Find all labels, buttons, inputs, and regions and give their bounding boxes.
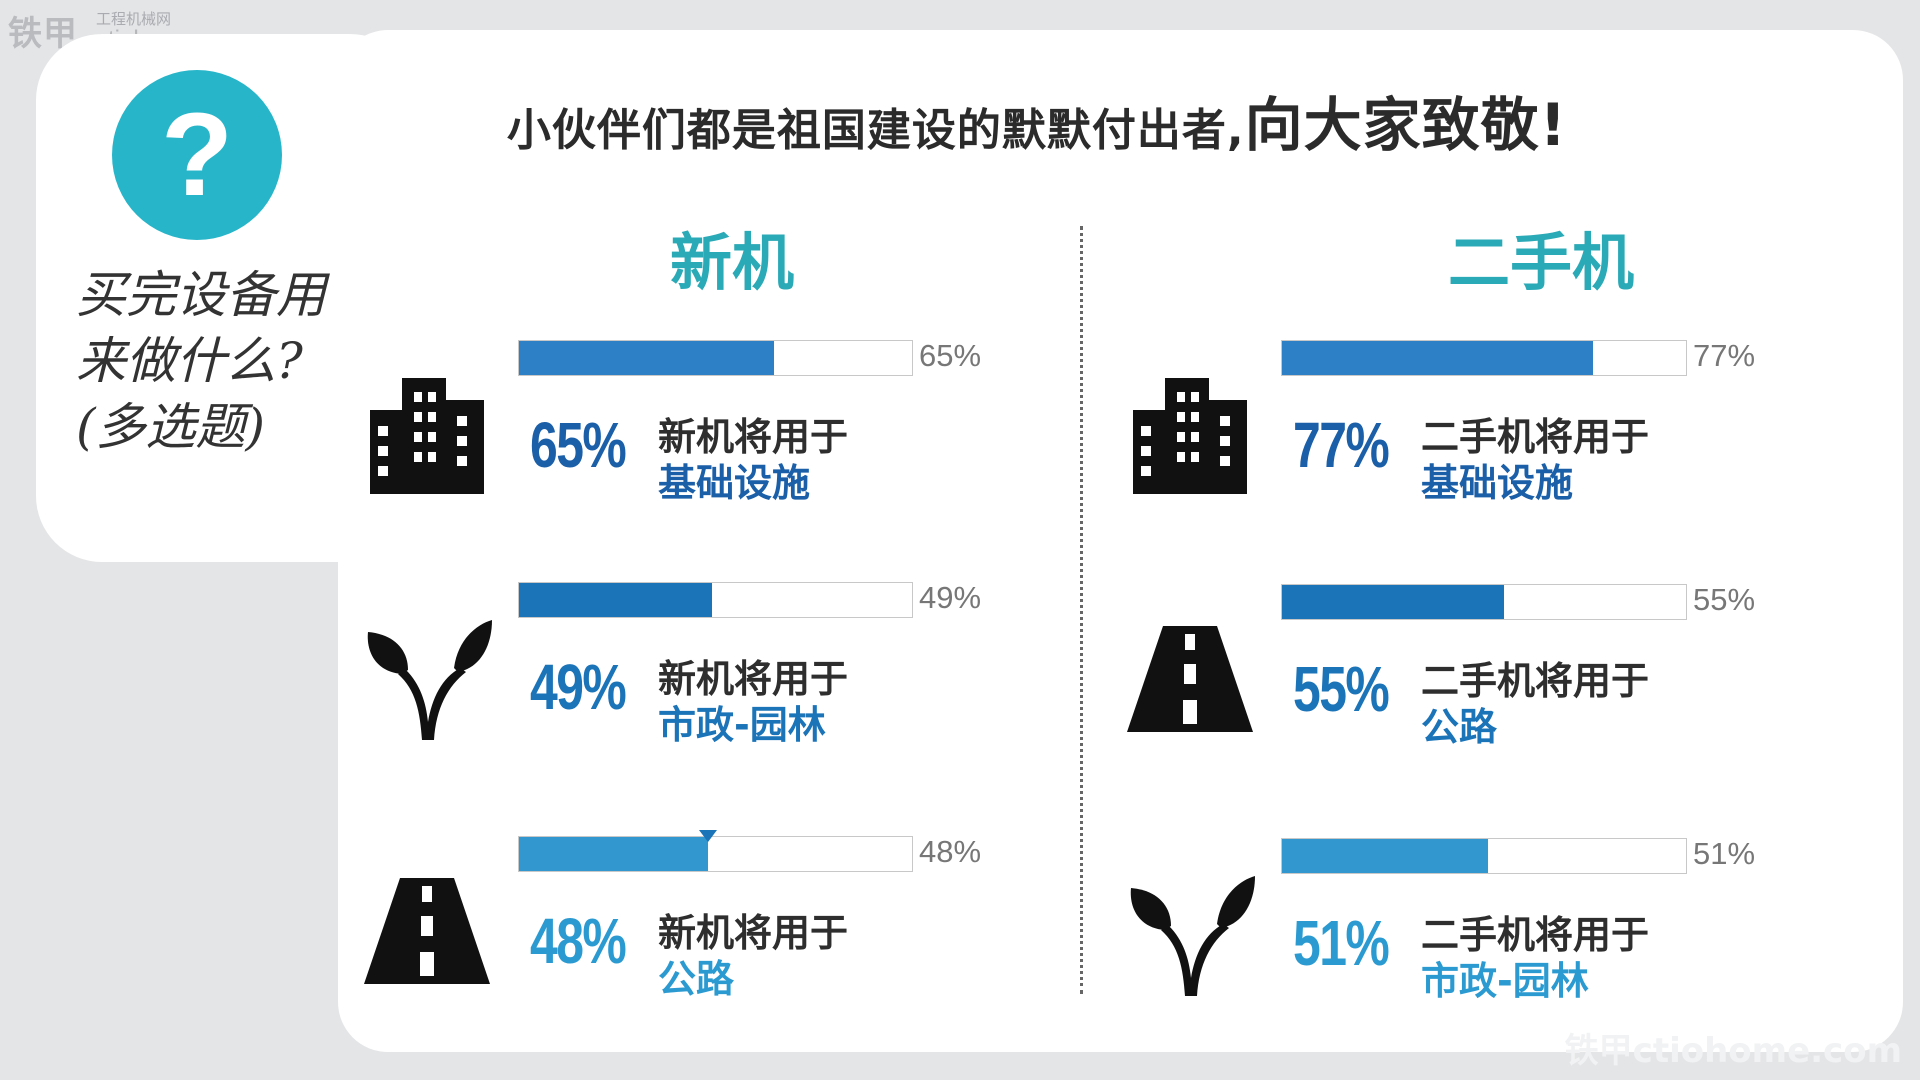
bar [519,341,775,375]
column-divider [1080,226,1083,994]
buildings-icon [362,370,492,500]
column-title-new: 新机 [670,226,795,299]
question-icon [112,70,282,240]
sprout-icon [362,612,492,742]
big-percent: 48% [530,905,627,977]
chart-item: 55% 55% 二手机将用于 公路 [1125,582,1825,764]
big-percent: 55% [1293,653,1390,725]
usage-label: 二手机将用于 [1421,659,1650,703]
data-label: 49% [919,580,982,615]
category-label: 基础设施 [658,461,811,505]
usage-label: 新机将用于 [658,911,849,955]
bar [1282,839,1489,873]
bar [1282,341,1594,375]
bar-track [1281,340,1687,376]
data-label: 51% [1693,836,1756,871]
bar-track [1281,584,1687,620]
data-label: 48% [919,834,982,869]
buildings-icon [1125,370,1255,500]
usage-label: 二手机将用于 [1421,913,1650,957]
question-text: 买完设备用来做什么? (多选题) [76,262,326,460]
bar-track [518,582,913,618]
bar-marker [698,830,717,842]
big-percent: 65% [530,409,627,481]
chart-item: 49% 49% 新机将用于 市政-园林 [362,580,1062,762]
big-percent: 77% [1293,409,1390,481]
road-icon [362,866,492,996]
road-icon [1125,614,1255,744]
watermark-site-cn: 工程机械网 [96,11,172,28]
question-note: (多选题) [76,398,266,456]
usage-label: 二手机将用于 [1421,415,1650,459]
headline-part2: 向大家致敬! [1244,91,1568,159]
data-label: 55% [1693,582,1756,617]
bar-track [1281,838,1687,874]
category-label: 公路 [1421,705,1498,749]
category-label: 市政-园林 [1421,959,1589,1003]
big-percent: 51% [1293,907,1390,979]
question-mark: ? [160,89,234,221]
chart-item: 48% 48% 新机将用于 公路 [362,830,1062,1016]
column-title-used: 二手机 [1448,226,1635,299]
category-label: 公路 [658,957,735,1001]
headline-part1: 小伙伴们都是祖国建设的默默付出者, [506,105,1245,156]
category-label: 市政-园林 [658,703,826,747]
chart-item: 51% 51% 二手机将用于 市政-园林 [1125,836,1825,1018]
bar [519,583,712,617]
chart-item: 65% 65% 新机将用于 基础设施 [362,338,1062,520]
usage-label: 新机将用于 [658,657,849,701]
headline: 小伙伴们都是祖国建设的默默付出者,向大家致敬! [0,78,1920,162]
data-label: 77% [1693,338,1756,373]
big-percent: 49% [530,651,627,723]
sprout-icon [1125,868,1255,998]
survey-panel [338,30,1903,1052]
bar [519,837,708,871]
bar-track [518,340,913,376]
usage-label: 新机将用于 [658,415,849,459]
watermark-bottom: 铁甲ctiohome.com [1564,1031,1902,1071]
data-label: 65% [919,338,982,373]
bar [1282,585,1505,619]
bar-track [518,830,913,872]
question-label: 买完设备用来做什么? [76,266,326,390]
category-label: 基础设施 [1421,461,1574,505]
chart-item: 77% 77% 二手机将用于 基础设施 [1125,338,1825,520]
